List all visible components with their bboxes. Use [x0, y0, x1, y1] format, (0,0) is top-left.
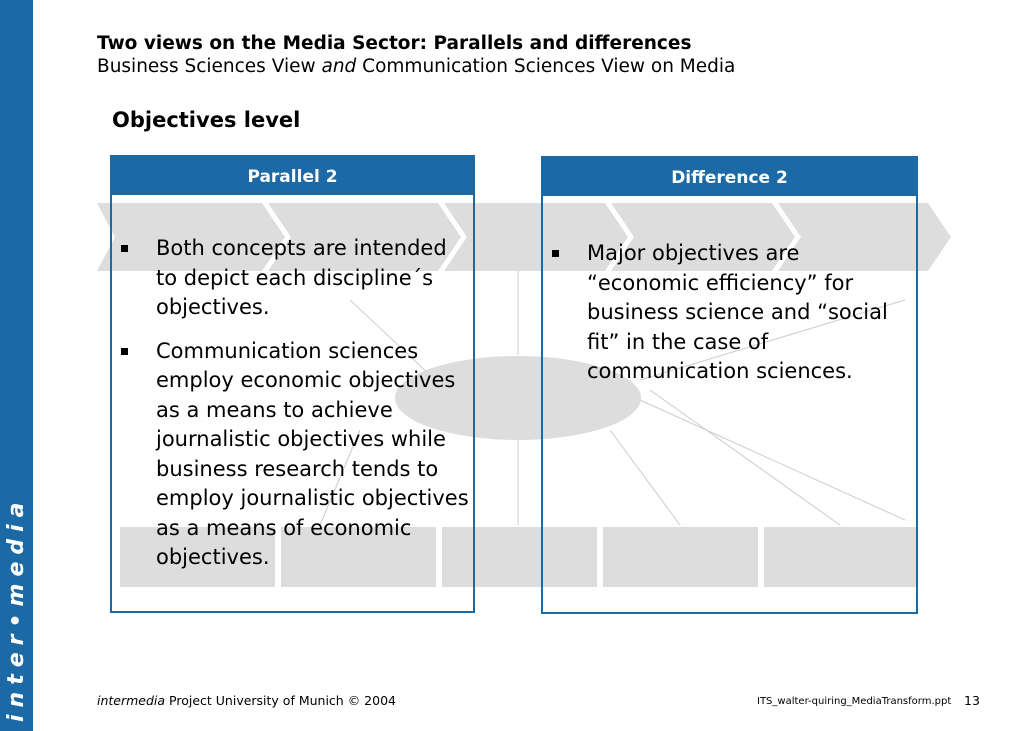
parallel-card: Parallel 2 Both concepts are intended to… [110, 155, 475, 613]
bullet-text: Communication sciences employ economic o… [156, 338, 469, 570]
bullet-icon [552, 250, 559, 257]
slide-title: Two views on the Media Sector: Parallels… [97, 33, 692, 54]
bullet-text: Major objectives are “economic efficienc… [587, 241, 888, 383]
process-arrow-1 [97, 203, 285, 271]
parallel-card-header: Parallel 2 [112, 157, 473, 195]
center-ellipse [395, 356, 641, 440]
side-brand-bar: inter•media [0, 0, 33, 731]
subtitle-part1: Business Sciences View [97, 56, 322, 77]
slide-subtitle: Business Sciences View and Communication… [97, 56, 735, 77]
bottom-boxes [120, 527, 916, 587]
parallel-bullet-list: Both concepts are intended to depict eac… [112, 195, 473, 573]
list-item: Both concepts are intended to depict eac… [112, 234, 473, 323]
process-arrow-3 [444, 203, 628, 271]
bottom-box-2 [281, 527, 436, 587]
section-heading: Objectives level [112, 108, 301, 132]
subtitle-italic: and [321, 56, 357, 77]
bottom-box-4 [603, 527, 758, 587]
list-item: Major objectives are “economic efficienc… [543, 239, 916, 387]
process-arrows [97, 203, 951, 271]
bottom-box-1 [120, 527, 275, 587]
list-item: Communication sciences employ economic o… [112, 337, 473, 573]
bullet-text: Both concepts are intended to depict eac… [156, 236, 447, 319]
bottom-box-3 [442, 527, 597, 587]
footer-credit-text: Project University of Munich © 2004 [165, 693, 396, 708]
connector-lines [319, 271, 906, 526]
bottom-box-5 [764, 527, 916, 587]
difference-card-header: Difference 2 [543, 158, 916, 196]
difference-bullet-list: Major objectives are “economic efficienc… [543, 196, 916, 387]
footer-brand: intermedia [97, 693, 166, 708]
difference-card: Difference 2 Major objectives are “econo… [541, 156, 918, 614]
bullet-icon [121, 347, 128, 355]
bullet-icon [121, 245, 128, 252]
page-number: 13 [964, 693, 980, 708]
process-arrow-2 [268, 203, 461, 271]
footer-credit: intermedia Project University of Munich … [97, 693, 396, 708]
subtitle-part2: Communication Sciences View on Media [356, 56, 736, 77]
footer-filename: ITS_walter-quiring_MediaTransform.ppt [757, 696, 952, 707]
process-arrow-4 [611, 203, 795, 271]
process-arrow-5 [778, 203, 951, 271]
